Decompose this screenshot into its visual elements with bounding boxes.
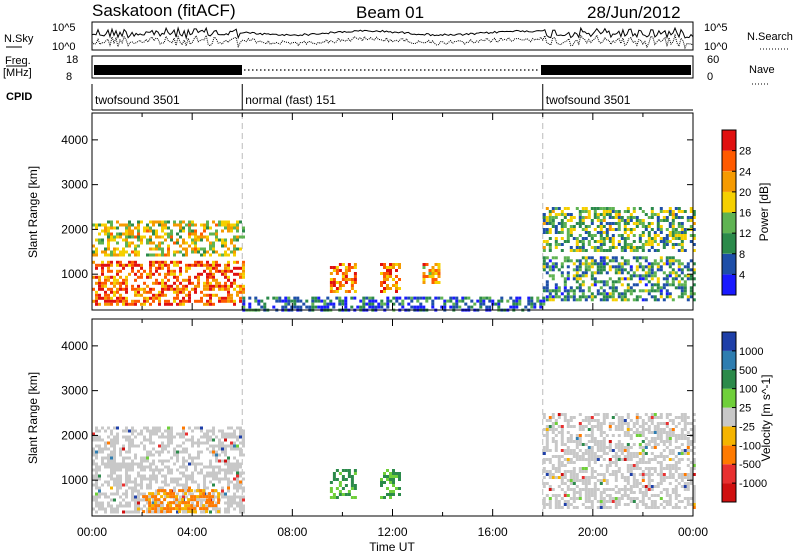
velocity-panel: 1000 2000 3000 4000 — [61, 318, 696, 517]
colorbar-tick-label: 20 — [739, 187, 751, 199]
colorbar-tick-label: 24 — [739, 166, 751, 178]
cpid-segment-label: twofsound 3501 — [546, 93, 631, 107]
scatter-region — [380, 263, 401, 293]
x-tick-label: 16:00 — [478, 525, 508, 539]
colorbar-tick-label: -1000 — [739, 478, 767, 490]
colorbar-tick-label: 12 — [739, 228, 751, 240]
velocity-colorbar: 1000 500 100 25 -25 -100 -500 -1000 — [721, 331, 767, 503]
scatter-region — [542, 413, 696, 509]
colorbar-tick-label: 16 — [739, 208, 751, 220]
colorbar-swatch — [722, 445, 736, 465]
beam-title: Beam 01 — [356, 3, 424, 22]
scatter-region — [329, 469, 357, 499]
scatter-region — [92, 260, 245, 306]
y-tick-label: 3000 — [61, 178, 88, 192]
nsearch-tick-bottom: 10^0 — [704, 41, 728, 53]
colorbar-tick-label: 1000 — [739, 346, 763, 358]
colorbar-tick-label: 100 — [739, 384, 757, 396]
colorbar-tick-label: 25 — [739, 403, 751, 415]
freq-label: Freq. — [5, 55, 31, 67]
nsky-tick-top: 10^5 — [52, 22, 76, 34]
colorbar-tick-label: 4 — [739, 269, 745, 281]
nave-label: Nave — [749, 64, 775, 76]
colorbar-swatch — [722, 233, 736, 254]
y-tick-label: 2000 — [61, 222, 88, 236]
colorbar-tick-label: -500 — [739, 459, 761, 471]
x-tick-label: 00:00 — [77, 525, 107, 539]
power-cbar-label: Power [dB] — [757, 183, 771, 242]
colorbar-swatch — [722, 130, 736, 151]
nave-tick-top: 60 — [707, 54, 719, 66]
scatter-region — [422, 263, 441, 284]
x-axis: 00:00 04:00 08:00 12:00 16:00 20:00 00:00 — [77, 525, 708, 539]
freq-unit: [MHz] — [3, 67, 32, 79]
colorbar-tick-label: 8 — [739, 249, 745, 261]
scatter-region — [542, 207, 696, 252]
nsky-label: N.Sky — [4, 33, 34, 45]
x-tick-label: 08:00 — [277, 525, 307, 539]
nsky-tick-bottom: 10^0 — [52, 41, 76, 53]
nsearch-tick-top: 10^5 — [704, 22, 728, 34]
colorbar-swatch — [722, 407, 736, 427]
nsky-trace — [91, 26, 694, 40]
colorbar-swatch — [722, 332, 736, 351]
colorbar-tick-label: -100 — [739, 440, 761, 452]
power-ylabel: Slant Range [km] — [26, 166, 40, 258]
nsky-panel — [91, 21, 694, 51]
scatter-region — [329, 263, 357, 293]
cpid-segment-label: twofsound 3501 — [95, 93, 180, 107]
x-tick-label: 04:00 — [177, 525, 207, 539]
colorbar-swatch — [722, 369, 736, 389]
colorbar-swatch — [722, 483, 736, 502]
cpid-row: twofsound 3501 normal (fast) 151 twofsound… — [91, 84, 693, 111]
scatter-region — [92, 426, 245, 514]
colorbar-swatch — [722, 388, 736, 408]
y-tick-label: 1000 — [61, 473, 88, 487]
colorbar-swatch — [722, 426, 736, 446]
velocity-cbar-label: Velocity [m s^-1] — [759, 375, 773, 462]
cpid-label: CPID — [6, 91, 32, 103]
colorbar-tick-label: -25 — [739, 421, 755, 433]
velocity-ylabel: Slant Range [km] — [26, 372, 40, 464]
scatter-region — [142, 489, 221, 514]
scatter-region — [542, 256, 696, 302]
colorbar-swatch — [722, 191, 736, 213]
colorbar-tick-label: 28 — [739, 146, 751, 158]
nsearch-trace — [91, 33, 694, 50]
power-panel: 1000 2000 3000 4000 — [61, 112, 696, 312]
freq-panel — [91, 55, 694, 79]
colorbar-swatch — [722, 464, 736, 484]
y-tick-label: 4000 — [61, 133, 88, 147]
y-tick-label: 2000 — [61, 428, 88, 442]
x-tick-label: 20:00 — [578, 525, 608, 539]
scatter-region — [92, 220, 245, 257]
colorbar-swatch — [722, 253, 736, 275]
x-tick-label: 00:00 — [678, 525, 708, 539]
colorbar-swatch — [722, 171, 736, 192]
colorbar-swatch — [722, 350, 736, 370]
station-title: Saskatoon (fitACF) — [92, 1, 236, 20]
x-axis-label: Time UT — [369, 540, 415, 554]
freq-tick-top: 18 — [66, 54, 78, 66]
scatter-region — [380, 469, 401, 499]
nave-tick-bottom: 0 — [707, 71, 713, 83]
colorbar-swatch — [722, 212, 736, 234]
freq-tick-bottom: 8 — [66, 71, 72, 83]
colorbar-swatch — [722, 274, 736, 295]
nsearch-label: N.Search — [747, 31, 793, 43]
y-tick-label: 4000 — [61, 339, 88, 353]
power-colorbar: 4 8 12 16 20 24 28 — [721, 129, 751, 296]
colorbar-tick-label: 500 — [739, 365, 757, 377]
y-tick-label: 3000 — [61, 384, 88, 398]
y-tick-label: 1000 — [61, 267, 88, 281]
date-title: 28/Jun/2012 — [587, 3, 681, 22]
cpid-segment-label: normal (fast) 151 — [245, 93, 336, 107]
colorbar-swatch — [722, 150, 736, 172]
x-tick-label: 12:00 — [377, 525, 407, 539]
